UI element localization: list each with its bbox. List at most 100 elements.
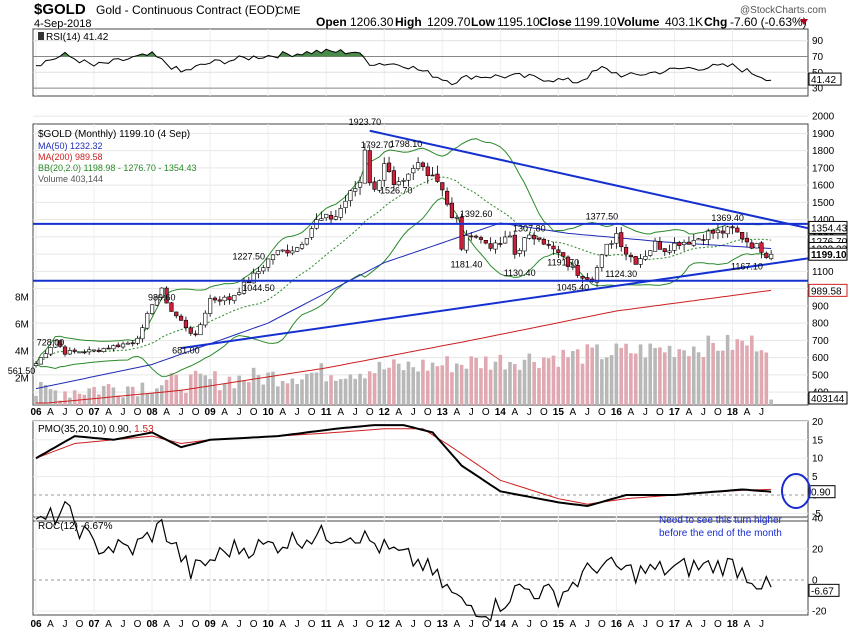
candle-body — [357, 181, 363, 188]
x-axis-label-bottom: 07 — [88, 619, 100, 630]
candle-body — [411, 168, 416, 174]
rsi-panel — [32, 28, 809, 97]
close-label: Close — [539, 15, 572, 29]
price-tick-label: 1900 — [812, 129, 835, 140]
candle-body — [672, 242, 677, 251]
volume-bar — [546, 358, 551, 405]
x-axis-label-bottom: 16 — [611, 619, 623, 630]
volume-bar — [300, 379, 304, 405]
x-axis-label-mid: A — [628, 407, 635, 418]
volume-bar — [614, 343, 619, 405]
candle-body — [241, 281, 247, 294]
volume-bar — [39, 381, 43, 405]
x-axis-label-mid: A — [279, 407, 286, 418]
x-axis-label-mid: A — [337, 407, 344, 418]
price-annotation: 1377.50 — [586, 211, 619, 221]
candle-body — [440, 182, 445, 191]
candle-body — [232, 295, 237, 301]
candle-body — [638, 258, 643, 265]
roc-value-tag — [808, 583, 840, 597]
x-axis-label-mid: J — [585, 407, 590, 418]
volume-tick-label: 6M — [15, 320, 29, 331]
volume-bar — [624, 343, 628, 405]
volume-bar — [411, 367, 416, 405]
volume-bar — [401, 370, 406, 405]
x-axis-label-bottom: O — [76, 619, 84, 630]
x-axis-label-bottom: A — [105, 619, 112, 630]
volume-bar — [305, 373, 309, 405]
x-axis-label-mid: 13 — [437, 407, 449, 418]
volume-bar — [735, 339, 740, 405]
x-axis-label-bottom: 06 — [30, 619, 42, 630]
candle-body — [304, 238, 309, 245]
gridlines — [33, 29, 808, 615]
volume-bar — [667, 345, 672, 405]
x-axis-label-mid: J — [295, 407, 300, 418]
volume-bar — [48, 389, 53, 405]
volume-bar — [658, 347, 662, 405]
volume-bar — [324, 381, 328, 405]
volume-bar — [92, 387, 96, 405]
candle-body — [425, 166, 430, 176]
x-axis-label-bottom: J — [527, 619, 532, 630]
x-axis-label-mid: O — [540, 407, 548, 418]
x-axis-label-bottom: J — [643, 619, 648, 630]
volume-bar — [130, 386, 135, 405]
candle-body — [609, 243, 614, 245]
x-axis-label-bottom: A — [686, 619, 693, 630]
volume-bar — [280, 380, 285, 405]
x-axis-label-bottom: J — [353, 619, 358, 630]
volume-bar — [513, 364, 517, 405]
legend-swatch-icon — [38, 32, 44, 40]
candle-body — [420, 162, 426, 167]
volume-bar — [464, 368, 469, 405]
volume-bar — [764, 352, 769, 405]
volume-bar — [87, 388, 92, 405]
volume-bar — [600, 359, 604, 405]
price-annotation: 1167.10 — [731, 262, 763, 272]
x-axis-label-mid: A — [163, 407, 170, 418]
volume-bar — [348, 374, 353, 405]
candle-body — [43, 353, 48, 359]
candle-body — [701, 239, 706, 241]
candle-body — [575, 264, 580, 276]
price-tag-ma200-text: 989.58 — [811, 286, 842, 297]
pmo-legend-signal: 1.53 — [134, 424, 154, 435]
candle-body — [261, 267, 266, 272]
volume-bar — [479, 368, 483, 405]
open-value: 1206.30 — [350, 15, 394, 29]
x-axis-label-bottom: O — [656, 619, 664, 630]
x-axis-label-bottom: 14 — [495, 619, 507, 630]
candle-body — [280, 249, 285, 252]
x-axis-label-bottom: J — [585, 619, 590, 630]
price-annotation: 1307.80 — [513, 223, 546, 233]
candle-body — [464, 235, 469, 251]
volume-bar — [725, 334, 730, 405]
candle-body — [154, 296, 160, 306]
candle-body — [648, 250, 653, 256]
volume-bar — [696, 352, 701, 405]
price-tick-label: 500 — [812, 370, 829, 381]
candle-body — [488, 243, 493, 249]
candle-body — [372, 181, 377, 190]
x-axis-label-mid: J — [411, 407, 416, 418]
volume-tick-label: 2M — [15, 374, 29, 385]
volume-bar — [208, 378, 212, 405]
high-label: High — [395, 15, 422, 29]
volume-bar — [111, 387, 116, 405]
volume-bar — [217, 390, 222, 405]
candle-body — [759, 242, 764, 253]
x-axis-label-mid: O — [134, 407, 142, 418]
pmo-tick-label: 10 — [812, 454, 824, 465]
x-axis-label-mid: J — [701, 407, 706, 418]
price-panel — [32, 123, 809, 406]
pmo-note-line1: Need to see this turn higher — [659, 515, 783, 526]
candle-body — [561, 252, 566, 257]
candle-body — [67, 350, 72, 355]
volume-bar — [488, 369, 493, 405]
bb-middle-line — [35, 176, 772, 365]
price-annotation: 989.60 — [148, 292, 176, 302]
candle-body — [251, 272, 256, 284]
x-axis-label-bottom: 10 — [263, 619, 275, 630]
